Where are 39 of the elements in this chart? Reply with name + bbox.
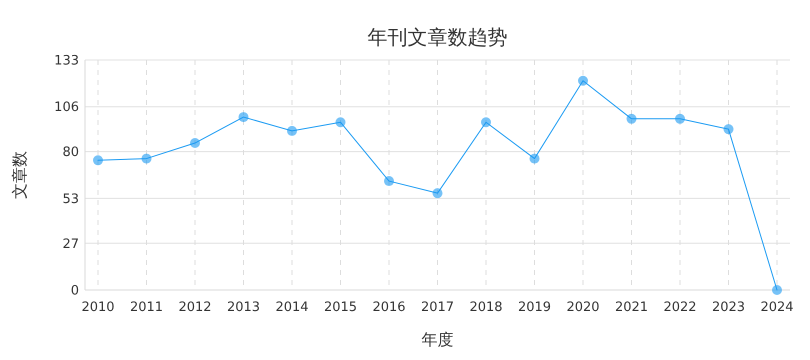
y-tick-label: 80	[62, 145, 79, 160]
point	[626, 114, 636, 124]
point	[675, 114, 685, 124]
y-tick-label: 27	[62, 236, 79, 252]
point	[772, 285, 782, 295]
point	[93, 155, 103, 166]
x-tick-label: 2019	[518, 300, 552, 315]
point	[384, 176, 394, 186]
point	[142, 154, 152, 164]
x-tick-label: 2021	[614, 300, 648, 315]
x-tick-label: 2010	[81, 300, 115, 315]
y-tick-label: 133	[54, 54, 79, 68]
x-axis-title: 年度	[422, 330, 454, 349]
x-tick-label: 2011	[130, 300, 164, 315]
x-tick-label: 2015	[324, 300, 358, 315]
x-tick-label: 2024	[760, 300, 794, 315]
point	[336, 117, 346, 128]
point	[432, 188, 442, 198]
point	[724, 124, 734, 134]
point	[238, 112, 248, 122]
x-tick-label: 2014	[275, 300, 309, 315]
x-tick-label: 2016	[372, 300, 406, 315]
x-tick-label: 2013	[226, 300, 260, 315]
point	[578, 76, 588, 86]
y-tick-label: 0	[70, 284, 79, 298]
x-tick-label: 2023	[712, 300, 746, 315]
x-tick-label: 2012	[178, 300, 212, 315]
x-tick-label: 2018	[469, 300, 503, 315]
chart-title: 年刊文章数趋势	[368, 25, 508, 49]
point	[481, 117, 491, 128]
y-tick-label: 106	[54, 100, 79, 116]
x-tick-label: 2020	[566, 300, 600, 315]
point	[190, 138, 200, 148]
x-tick-label: 2022	[663, 300, 697, 315]
y-tick-label: 53	[62, 192, 79, 207]
point	[530, 154, 540, 164]
y-axis-title: 文章数	[10, 151, 29, 199]
x-tick-label: 2017	[420, 300, 454, 315]
point	[287, 126, 297, 136]
